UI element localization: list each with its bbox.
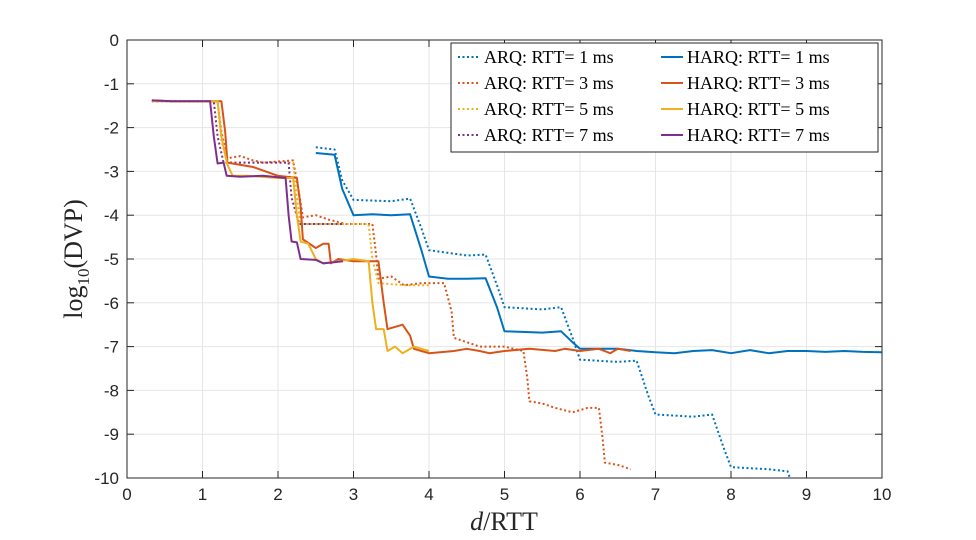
y-tick-label: -1 bbox=[104, 75, 119, 94]
series-line-harq-rtt-5-ms bbox=[151, 100, 430, 355]
legend: ARQ: RTT= 1 ms ARQ: RTT= 3 ms ARQ: RTT= 5 … bbox=[450, 42, 879, 153]
x-tick-label: 7 bbox=[651, 485, 660, 504]
axis-ticks: 0 1 2 3 4 5 6 7 8 9 10 0 -1 -2 -3 -4 -5 -6 -7 -8 -9 -10 bbox=[94, 31, 891, 504]
y-tick-label: -6 bbox=[104, 294, 119, 313]
y-tick-label: -4 bbox=[104, 206, 119, 225]
x-tick-label: 2 bbox=[273, 485, 282, 504]
series-line-harq-rtt-7-ms bbox=[151, 99, 344, 265]
series-line-harq-rtt-1-ms bbox=[315, 152, 883, 355]
y-tick-label: -2 bbox=[104, 119, 119, 138]
x-tick-label: 4 bbox=[424, 485, 433, 504]
y-tick-label: -9 bbox=[104, 425, 119, 444]
legend-entry: ARQ: RTT= 5 ms bbox=[484, 99, 614, 119]
legend-entry: ARQ: RTT= 3 ms bbox=[484, 73, 614, 93]
series-layer bbox=[151, 99, 883, 479]
y-tick-label: -8 bbox=[104, 381, 119, 400]
legend-entry: HARQ: RTT= 7 ms bbox=[687, 125, 830, 145]
y-tick-label: -7 bbox=[104, 338, 119, 357]
legend-entry: HARQ: RTT= 5 ms bbox=[687, 99, 830, 119]
y-tick-label: 0 bbox=[110, 31, 119, 50]
x-tick-label: 5 bbox=[500, 485, 509, 504]
legend-box bbox=[450, 42, 879, 153]
y-axis-label: log10(DVP) bbox=[59, 199, 93, 319]
x-axis-label: d/RTT bbox=[470, 507, 538, 536]
x-tick-label: 3 bbox=[349, 485, 358, 504]
y-tick-label: -5 bbox=[104, 250, 119, 269]
series-line-arq-rtt-1-ms bbox=[315, 146, 791, 479]
series-line-arq-rtt-3-ms bbox=[151, 99, 631, 471]
legend-entry: HARQ: RTT= 3 ms bbox=[687, 73, 830, 93]
legend-entry: ARQ: RTT= 7 ms bbox=[484, 125, 614, 145]
legend-entry: HARQ: RTT= 1 ms bbox=[687, 47, 830, 67]
x-tick-label: 8 bbox=[726, 485, 735, 504]
legend-entry: ARQ: RTT= 1 ms bbox=[484, 47, 614, 67]
x-tick-label: 6 bbox=[575, 485, 584, 504]
x-tick-label: 0 bbox=[122, 485, 131, 504]
series-line-harq-rtt-3-ms bbox=[151, 99, 631, 355]
x-tick-label: 9 bbox=[802, 485, 811, 504]
y-tick-label: -10 bbox=[94, 469, 119, 488]
y-tick-label: -3 bbox=[104, 162, 119, 181]
x-tick-label: 1 bbox=[198, 485, 207, 504]
x-tick-label: 10 bbox=[873, 485, 892, 504]
